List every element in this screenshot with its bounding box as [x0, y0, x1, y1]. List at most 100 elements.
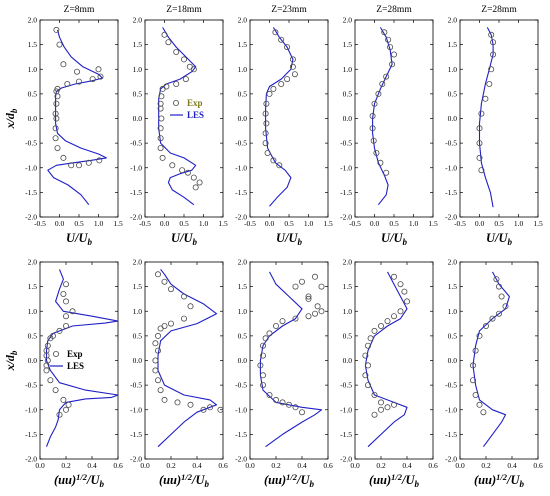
exp-marker [390, 273, 397, 280]
exp-marker [390, 401, 397, 408]
x-tick-label: 0.4 [297, 461, 307, 470]
y-tick-label: 2.0 [238, 258, 248, 267]
exp-marker [476, 140, 483, 147]
y-tick-label: 1.0 [238, 65, 248, 74]
x-tick-label: 1.5 [113, 219, 123, 228]
exp-marker [56, 411, 63, 418]
exp-marker [314, 303, 321, 310]
y-tick-label: 0.5 [133, 89, 143, 98]
les-line [259, 271, 323, 448]
exp-marker [371, 327, 378, 334]
exp-marker [291, 71, 298, 78]
y-tick-label: -1.5 [340, 188, 352, 197]
x-tick-label: 0.0 [455, 461, 465, 470]
exp-marker [206, 404, 213, 411]
legend-label: Exp [67, 349, 83, 359]
exp-marker [173, 49, 180, 56]
exp-marker [167, 320, 174, 327]
exp-marker [263, 100, 270, 107]
y-tick-label: 0.5 [448, 89, 458, 98]
y-tick-label: 1.0 [28, 307, 38, 316]
y-tick-label: 0.0 [28, 114, 38, 123]
y-tick-label: -0.5 [130, 139, 142, 148]
exp-marker [298, 278, 305, 285]
exp-marker [180, 56, 187, 63]
exp-marker [390, 51, 397, 58]
exp-marker [43, 367, 50, 374]
panel-5: -2.0 -1.5 -1.0 -0.5 0.0 0.5 1.0 1.5 2.0 0.0 0.2 0.4… [3, 258, 123, 489]
x-tick-label: 0.0 [140, 461, 150, 470]
exp-marker [259, 372, 266, 379]
exp-marker [157, 100, 164, 107]
x-tick-label: 0.2 [376, 461, 386, 470]
x-tick-label: 0.6 [533, 461, 543, 470]
y-tick-label: 0.5 [343, 89, 353, 98]
exp-marker [369, 113, 376, 120]
exp-marker [279, 399, 286, 406]
exp-marker [53, 100, 60, 107]
exp-marker [472, 391, 479, 398]
y-tick-label: -1.0 [445, 405, 457, 414]
y-tick-label: 0.0 [343, 114, 353, 123]
y-tick-label: 1.5 [238, 282, 248, 291]
x-tick-label: 0.6 [428, 461, 438, 470]
y-tick-label: -0.5 [235, 139, 247, 148]
x-tick-label: 1.5 [533, 219, 543, 228]
exp-marker [285, 401, 292, 408]
exp-marker [257, 362, 264, 369]
exp-marker [262, 130, 269, 137]
exp-marker [167, 286, 174, 293]
y-tick-label: -1.0 [25, 405, 37, 414]
exp-marker [157, 135, 164, 142]
legend-marker [172, 100, 179, 107]
exp-marker [266, 330, 273, 337]
y-tick-label: -0.5 [235, 381, 247, 390]
x-axis-label: U/Ub [381, 231, 408, 247]
panel-title: Z=8mm [64, 5, 95, 15]
exp-marker [179, 167, 186, 174]
panel-8: -2.0 -1.5 -1.0 -0.5 0.0 0.5 1.0 1.5 2.0 0.0 0.2 0.4… [340, 258, 438, 489]
x-tick-label: 0.5 [389, 219, 399, 228]
les-line [157, 269, 218, 448]
y-tick-label: -0.5 [130, 381, 142, 390]
exp-marker [187, 303, 194, 310]
exp-marker [284, 76, 291, 83]
exp-marker [279, 318, 286, 325]
legend: Exp LES [50, 349, 84, 371]
exp-marker [272, 322, 279, 329]
exp-marker [289, 63, 296, 70]
y-tick-label: 1.5 [238, 40, 248, 49]
y-tick-label: 2.0 [133, 16, 143, 25]
y-tick-label: 1.0 [133, 65, 143, 74]
plot-frame [144, 19, 224, 218]
x-tick-label: 0.0 [55, 219, 65, 228]
exp-marker [76, 162, 83, 169]
exp-marker [480, 409, 487, 416]
exp-marker [305, 295, 312, 302]
exp-marker [169, 162, 176, 169]
exp-marker [364, 382, 371, 389]
exp-marker [76, 78, 83, 85]
x-axis-label: U/Ub [171, 231, 198, 247]
exp-marker [284, 44, 291, 51]
y-tick-label: 0.0 [238, 114, 248, 123]
y-tick-label: -1.5 [235, 430, 247, 439]
y-tick-label: -0.5 [340, 381, 352, 390]
y-tick-label: 1.0 [448, 65, 458, 74]
exp-marker [278, 36, 285, 43]
exp-marker [186, 63, 193, 70]
y-tick-label: -0.5 [25, 139, 37, 148]
exp-marker [157, 125, 164, 132]
exp-marker [259, 352, 266, 359]
exp-marker [292, 315, 299, 322]
y-tick-label: 1.5 [448, 40, 458, 49]
plot-frame [459, 19, 539, 218]
exp-marker [60, 290, 67, 297]
exp-marker [292, 283, 299, 290]
x-axis-label: (uu)1/2/Ub [369, 472, 420, 489]
exp-marker [53, 115, 60, 122]
x-tick-label: -0.5 [34, 219, 46, 228]
exp-marker [152, 367, 159, 374]
y-tick-label: -1.0 [130, 163, 142, 172]
panel-6: -2.0 -1.5 -1.0 -0.5 0.0 0.5 1.0 1.5 2.0 0.0 0.2 0.4… [130, 258, 228, 489]
